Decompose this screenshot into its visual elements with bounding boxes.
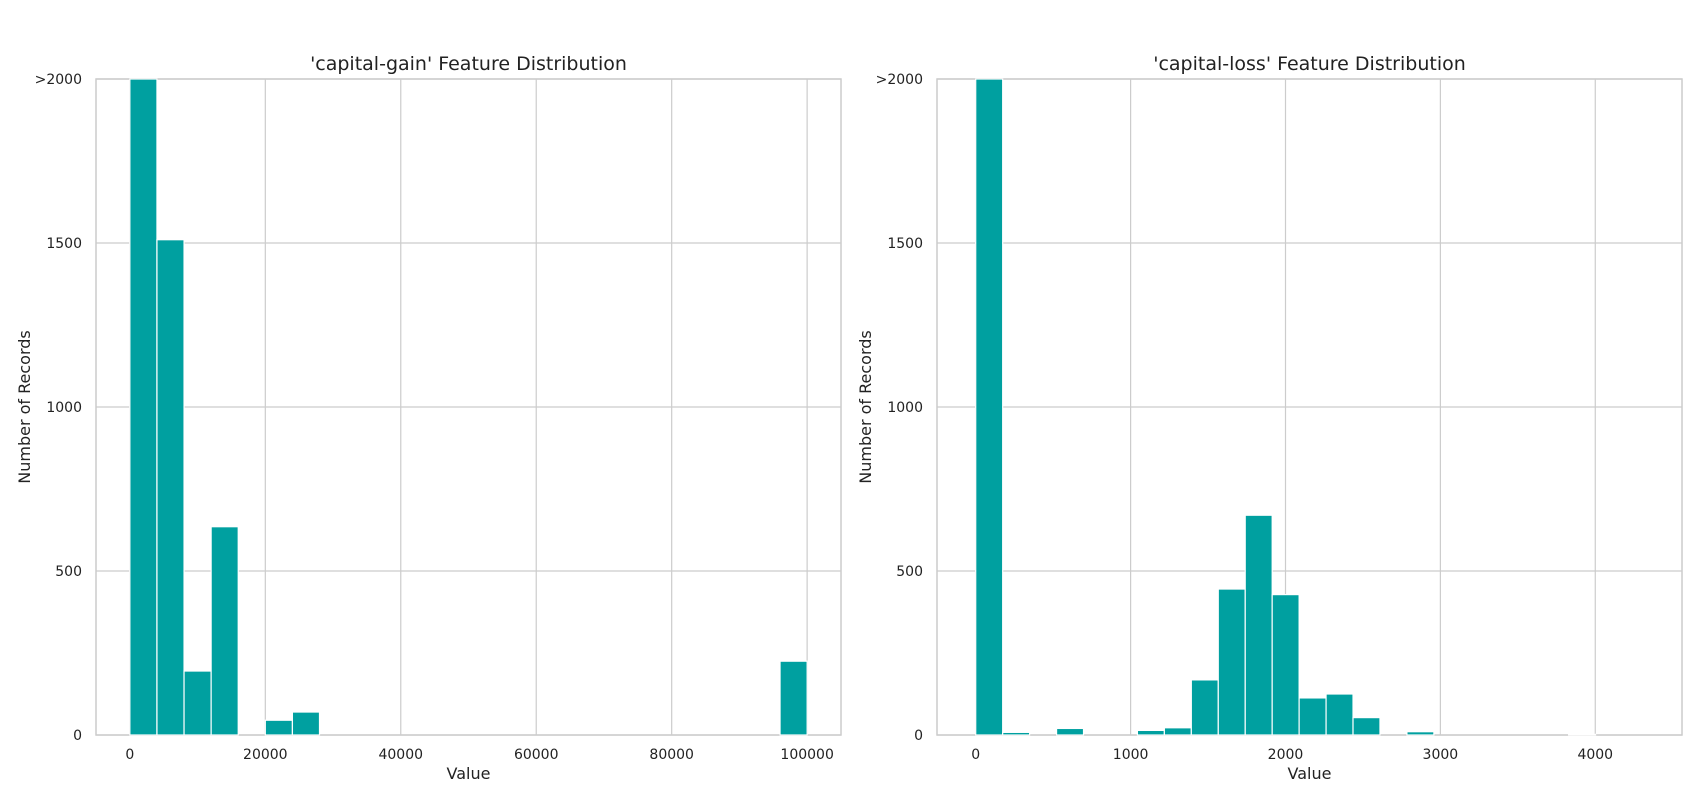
y-tick-label: >2000 [35,72,82,88]
histogram-bar [1217,588,1246,736]
histogram-bar [1136,729,1165,736]
histogram-bar [1568,733,1597,736]
histogram-bar [210,526,239,736]
x-tick-label: 40000 [378,747,423,763]
x-tick-label: 100000 [780,747,833,763]
y-tick-label: 500 [896,564,923,580]
x-tick-label: 20000 [243,747,288,763]
x-axis-label-capital-gain: Value [447,764,491,783]
y-tick-label: 1500 [887,236,923,252]
histogram-bar [291,711,321,736]
x-axis-label-capital-loss: Value [1288,764,1332,783]
y-axis-label-capital-loss: Number of Records [856,330,875,483]
x-tick-label: 0 [971,747,980,763]
y-tick-label: 500 [55,564,82,580]
histogram-bar [183,670,212,736]
y-tick-label: >2000 [876,72,923,88]
histogram-bar [779,660,808,736]
x-tick-label: 0 [125,747,134,763]
histogram-bar [264,719,294,736]
x-tick-label: 3000 [1423,747,1459,763]
y-tick-label: 1000 [46,400,82,416]
chart-capital-gain: 0 20000 40000 60000 80000 100000 0 500 1000 1500 >… [15,53,842,783]
histogram-bar [1055,727,1085,736]
y-tick-label: 1500 [46,236,82,252]
x-tick-label: 4000 [1577,747,1613,763]
chart-title-capital-loss: 'capital-loss' Feature Distribution [1153,53,1466,75]
histogram-bar [1298,697,1327,736]
histogram-bar [1406,731,1435,736]
x-tick-label: 60000 [514,747,559,763]
histogram-bar [1244,514,1273,736]
histogram-bar [1271,594,1300,736]
x-tick-label: 80000 [649,747,694,763]
histogram-bar [975,78,1004,736]
histogram-bar [1325,693,1354,736]
chart-capital-loss: 0 1000 2000 3000 4000 0 500 1000 1500 >2000 'capi… [856,53,1683,783]
histogram-bar [1190,679,1219,736]
histogram-bar [1002,731,1031,736]
histogram-bar [1163,727,1192,736]
y-tick-label: 0 [73,728,82,744]
histogram-bar [1352,717,1381,736]
histogram-bar [129,78,158,736]
x-tick-label: 2000 [1268,747,1304,763]
histogram-bar [156,239,185,736]
chart-title-capital-gain: 'capital-gain' Feature Distribution [310,53,627,75]
y-tick-label: 1000 [887,400,923,416]
y-tick-label: 0 [914,728,923,744]
y-axis-label-capital-gain: Number of Records [15,330,34,483]
x-tick-label: 1000 [1113,747,1149,763]
